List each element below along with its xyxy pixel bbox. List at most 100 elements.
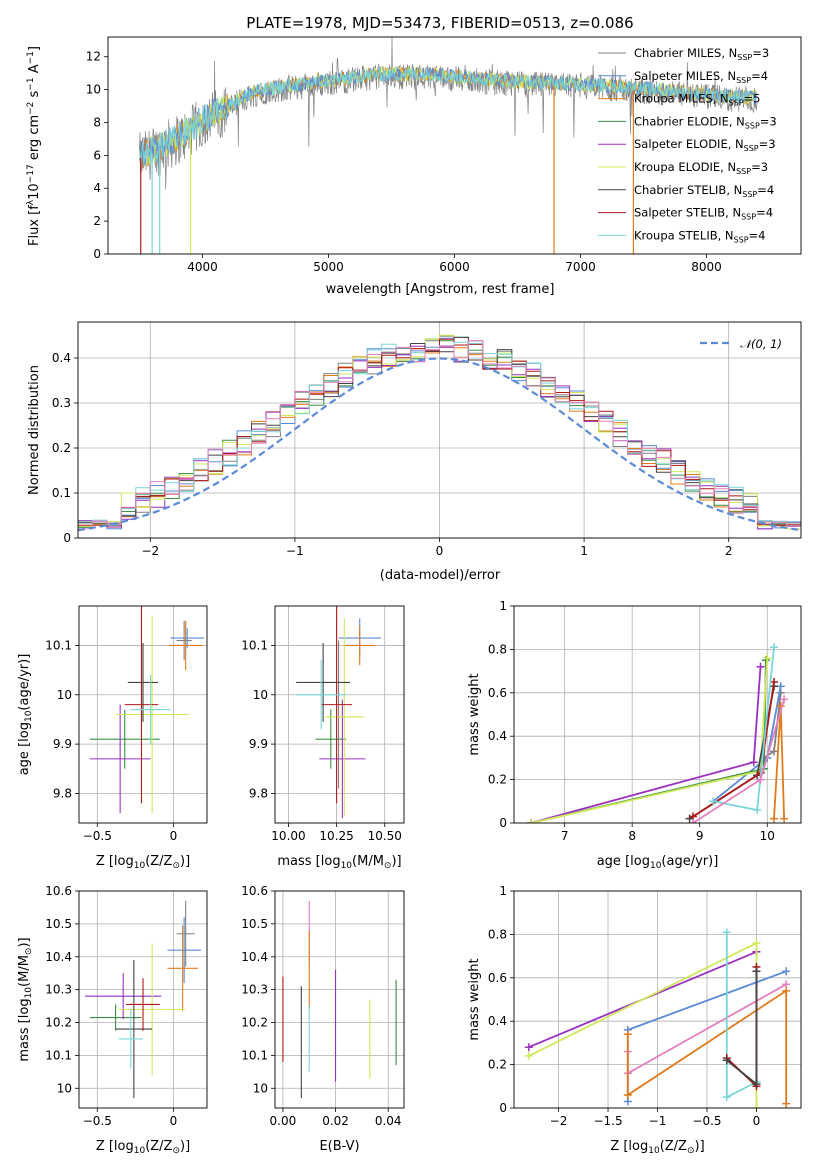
series-line <box>773 705 785 819</box>
weight-vs-age-xlabel-part: 10 <box>650 861 662 871</box>
spectrum-ylabel-part: −1 <box>26 51 36 64</box>
mass-vs-z-ylabel-part: )] <box>17 937 32 947</box>
legend-normal: 𝒩(0, 1) <box>740 337 782 351</box>
y-tick-label: 6 <box>93 148 101 162</box>
mass-vs-z-ylabel-part: ⊙ <box>24 948 34 956</box>
y-tick-label: 10.1 <box>241 638 268 652</box>
weight-vs-z-xlabel-text: Z [log10(Z/Z⊙)] <box>610 1139 704 1156</box>
y-tick-label: 10.1 <box>241 1048 268 1062</box>
series-line <box>626 989 788 1104</box>
legend-sub: SSP <box>729 99 744 108</box>
series-line <box>692 699 785 823</box>
legend-name: Salpeter ELODIE, N <box>634 137 744 151</box>
age-vs-z-ylabel-text: age [log10(age/yr)] <box>17 654 34 776</box>
x-tick-label: 8 <box>628 829 636 843</box>
figure-title: PLATE=1978, MJD=53473, FIBERID=0513, z=0… <box>246 14 633 32</box>
y-tick-label: 1 <box>499 599 507 613</box>
age-vs-z-ylabel: age [log10(age/yr)] <box>17 654 34 776</box>
age-vs-z-xlabel: Z [log10(Z/Z⊙)] <box>96 854 190 871</box>
legend-name: Salpeter STELIB, N <box>634 206 741 220</box>
series-line-model <box>139 66 757 168</box>
spectrum-axes: 4000 5000 6000 7000 8000 0 2 4 6 8 10 12 <box>86 36 802 274</box>
spectrum-ylabel-part: −2 <box>26 102 36 115</box>
legend-n: =4 <box>751 69 768 83</box>
y-tick-label: 0.4 <box>488 729 507 743</box>
y-tick-label: 10.4 <box>45 950 72 964</box>
weight-vs-z-ylabel: mass weight <box>467 958 482 1040</box>
y-tick-label: 12 <box>86 50 101 64</box>
x-tick-label: −2 <box>550 1114 568 1128</box>
legend-name: Salpeter MILES, N <box>634 69 736 83</box>
legend-name: Chabrier MILES, N <box>634 46 737 60</box>
legend-name: Chabrier ELODIE, N <box>634 114 745 128</box>
x-tick-label: 9 <box>696 829 704 843</box>
mass-vs-z-xlabel-part: (Z/Z <box>145 1139 172 1154</box>
legend-n: =4 <box>749 228 766 242</box>
weight-vs-age-xlabel-text: age [log10(age/yr)] <box>597 854 719 871</box>
y-tick-label: 0.2 <box>488 1058 507 1072</box>
spectrum-ylabel-text: Flux [fλ10−17 erg cm−2 s−1 A−1] <box>26 46 42 246</box>
x-tick-label: 1 <box>580 544 588 558</box>
spectrum-ylabel-part: λ <box>26 199 36 205</box>
y-tick-label: 0.8 <box>488 642 507 656</box>
y-tick-label: 10 <box>253 688 268 702</box>
age-vs-mass-xlabel-part: 10 <box>341 861 353 871</box>
axes-frame <box>78 605 208 824</box>
y-tick-label: 10.4 <box>241 950 268 964</box>
x-tick-label: 10.25 <box>319 829 353 843</box>
y-tick-label: 0 <box>499 1101 507 1115</box>
y-tick-label: 1 <box>499 884 507 898</box>
legend-n: =4 <box>757 183 774 197</box>
legend-n: =5 <box>744 92 761 106</box>
legend-entry: Kroupa STELIB, NSSP=4 <box>634 228 765 244</box>
spectrum-lines <box>139 37 758 254</box>
series-line <box>528 941 758 1108</box>
axes-frame <box>274 890 405 1109</box>
age-vs-mass-xlabel-text: mass [log10(M/M⊙)] <box>277 854 401 871</box>
axes-frame <box>78 890 208 1109</box>
y-tick-label: 0.2 <box>52 441 71 455</box>
age-vs-mass-points <box>296 606 381 819</box>
x-tick-label: 0 <box>436 544 444 558</box>
x-tick-label: 10.00 <box>271 829 305 843</box>
y-tick-label: 10.2 <box>45 1016 72 1030</box>
y-tick-label: 0.4 <box>52 351 71 365</box>
spectrum-ylabel-part: s <box>27 90 42 101</box>
legend-entry: Salpeter ELODIE, NSSP=3 <box>634 137 776 153</box>
legend-n: =3 <box>752 46 769 60</box>
y-tick-label: 10.6 <box>45 884 72 898</box>
mass-vs-z-points <box>85 900 201 1099</box>
weight-vs-z-xlabel-part: )] <box>695 1139 705 1154</box>
legend-n: =4 <box>756 206 773 220</box>
mass-vs-ebv: 0.00 0.02 0.04 10 10.1 10.2 10.3 10.4 10.5 10.6 <box>241 884 405 1128</box>
weight-vs-age-xlabel-part: age [log <box>597 854 650 869</box>
residual-xlabel: (data-model)/error <box>380 568 501 583</box>
y-tick-label: 10.2 <box>241 1016 268 1030</box>
x-tick-label: −1 <box>286 544 304 558</box>
y-tick-label: 0.8 <box>488 927 507 941</box>
mass-vs-z-xlabel-part: )] <box>180 1139 190 1154</box>
x-tick-label: −1 <box>649 1114 667 1128</box>
legend-sub: SSP <box>736 76 751 85</box>
age-vs-z-xlabel-part: (Z/Z <box>145 854 172 869</box>
mass-vs-z-xlabel: Z [log10(Z/Z⊙)] <box>96 1139 190 1156</box>
legend-entry: Salpeter MILES, NSSP=4 <box>634 69 768 85</box>
histogram-series <box>78 340 801 530</box>
age-vs-z-ylabel-part: 10 <box>24 710 34 722</box>
histogram-series <box>78 338 801 526</box>
age-vs-mass-xlabel-part: mass [log <box>277 854 340 869</box>
mass-vs-z-ylabel-part: mass [log <box>17 998 32 1061</box>
histogram-series <box>78 334 801 530</box>
y-tick-label: 0.3 <box>52 396 71 410</box>
legend-name: Kroupa ELODIE, N <box>634 160 736 174</box>
mass-vs-z-ylabel-text: mass [log10(M/M⊙)] <box>17 937 34 1061</box>
y-tick-label: 2 <box>93 214 101 228</box>
y-tick-label: 10.3 <box>241 983 268 997</box>
mass-vs-z-xlabel-text: Z [log10(Z/Z⊙)] <box>96 1139 190 1156</box>
weight-vs-age-ylabel: mass weight <box>467 673 482 755</box>
axes-frame <box>513 605 802 824</box>
histogram-steps <box>78 334 801 532</box>
age-vs-z-xlabel-part: Z [log <box>96 854 134 869</box>
age-vs-z-xlabel-part: )] <box>180 854 190 869</box>
spectrum-ylabel-part: 10 <box>27 183 42 200</box>
